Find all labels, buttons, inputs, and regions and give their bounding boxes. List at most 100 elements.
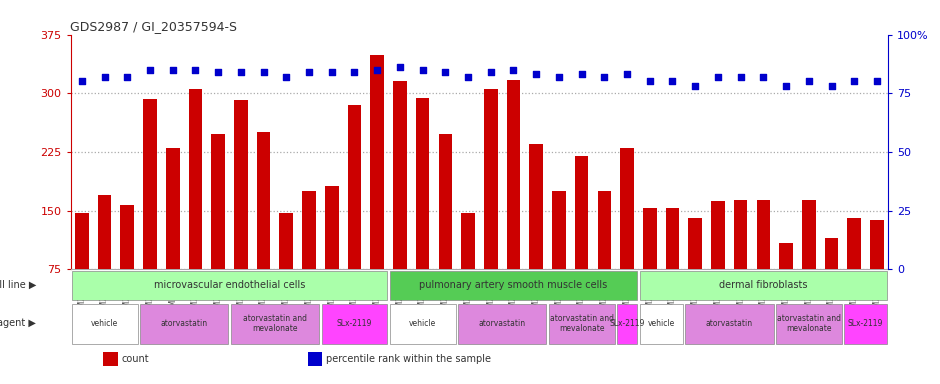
Bar — [307, 352, 322, 366]
Point — [574, 71, 589, 78]
FancyBboxPatch shape — [685, 304, 774, 344]
Text: atorvastatin and
mevalonate: atorvastatin and mevalonate — [776, 314, 840, 333]
Text: SLx-2119: SLx-2119 — [609, 319, 645, 328]
Bar — [279, 213, 293, 328]
Point — [665, 78, 680, 84]
FancyBboxPatch shape — [390, 304, 456, 344]
Text: count: count — [121, 354, 149, 364]
Bar — [802, 200, 816, 328]
FancyBboxPatch shape — [230, 304, 320, 344]
Point — [597, 74, 612, 80]
Point — [97, 74, 112, 80]
Point — [165, 67, 180, 73]
FancyBboxPatch shape — [549, 304, 615, 344]
Bar — [757, 200, 770, 328]
Point — [801, 78, 816, 84]
Text: vehicle: vehicle — [648, 319, 675, 328]
Point — [461, 74, 476, 80]
Text: atorvastatin: atorvastatin — [161, 319, 208, 328]
Bar — [711, 201, 725, 328]
Bar — [848, 218, 861, 328]
Point — [392, 65, 407, 71]
Point — [302, 69, 317, 75]
Text: percentile rank within the sample: percentile rank within the sample — [325, 354, 491, 364]
Bar — [257, 132, 271, 328]
Text: atorvastatin: atorvastatin — [478, 319, 525, 328]
Point — [688, 83, 703, 89]
Bar — [370, 55, 384, 328]
FancyBboxPatch shape — [71, 304, 137, 344]
Point — [619, 71, 634, 78]
Point — [119, 74, 134, 80]
Text: dermal fibroblasts: dermal fibroblasts — [719, 280, 807, 290]
Point — [756, 74, 771, 80]
Bar — [507, 80, 521, 328]
Bar — [870, 220, 884, 328]
Bar — [98, 195, 111, 328]
Bar — [303, 191, 316, 328]
Bar — [120, 205, 134, 328]
Text: GDS2987 / GI_20357594-S: GDS2987 / GI_20357594-S — [70, 20, 238, 33]
Bar — [598, 191, 611, 328]
Text: atorvastatin and
mevalonate: atorvastatin and mevalonate — [550, 314, 614, 333]
Point — [528, 71, 543, 78]
Bar — [620, 148, 634, 328]
Bar — [643, 208, 656, 328]
Point — [211, 69, 226, 75]
Bar — [734, 200, 747, 328]
Bar — [348, 105, 361, 328]
Point — [733, 74, 748, 80]
Point — [74, 78, 89, 84]
Bar — [75, 213, 88, 328]
Text: SLx-2119: SLx-2119 — [337, 319, 372, 328]
FancyBboxPatch shape — [321, 304, 387, 344]
FancyBboxPatch shape — [140, 304, 228, 344]
Point — [824, 83, 839, 89]
Text: atorvastatin and
mevalonate: atorvastatin and mevalonate — [243, 314, 307, 333]
Bar — [415, 98, 430, 328]
Point — [143, 67, 158, 73]
Point — [642, 78, 657, 84]
Bar — [666, 208, 680, 328]
Bar — [325, 185, 338, 328]
Bar — [438, 134, 452, 328]
Bar — [212, 134, 225, 328]
Point — [711, 74, 726, 80]
Bar — [824, 238, 838, 328]
Point — [847, 78, 862, 84]
Bar — [552, 191, 566, 328]
Point — [506, 67, 521, 73]
Bar — [234, 100, 248, 328]
Bar — [688, 218, 702, 328]
Point — [415, 67, 431, 73]
FancyBboxPatch shape — [390, 271, 637, 300]
Point — [870, 78, 885, 84]
Text: SLx-2119: SLx-2119 — [848, 319, 884, 328]
FancyBboxPatch shape — [458, 304, 546, 344]
FancyBboxPatch shape — [71, 271, 387, 300]
Bar — [484, 89, 497, 328]
Text: agent ▶: agent ▶ — [0, 318, 36, 328]
Text: vehicle: vehicle — [409, 319, 436, 328]
Text: cell line ▶: cell line ▶ — [0, 280, 36, 290]
Bar — [165, 148, 180, 328]
FancyBboxPatch shape — [776, 304, 841, 344]
Bar — [462, 213, 475, 328]
FancyBboxPatch shape — [639, 304, 682, 344]
Text: vehicle: vehicle — [91, 319, 118, 328]
Point — [279, 74, 294, 80]
Bar — [574, 156, 588, 328]
FancyBboxPatch shape — [617, 304, 637, 344]
Bar — [189, 89, 202, 328]
Text: pulmonary artery smooth muscle cells: pulmonary artery smooth muscle cells — [419, 280, 607, 290]
Point — [483, 69, 498, 75]
Point — [256, 69, 271, 75]
Text: atorvastatin: atorvastatin — [706, 319, 753, 328]
Bar — [393, 81, 407, 328]
Bar — [103, 352, 118, 366]
FancyBboxPatch shape — [639, 271, 887, 300]
Point — [552, 74, 567, 80]
Bar — [529, 144, 543, 328]
Bar — [779, 243, 793, 328]
Point — [347, 69, 362, 75]
